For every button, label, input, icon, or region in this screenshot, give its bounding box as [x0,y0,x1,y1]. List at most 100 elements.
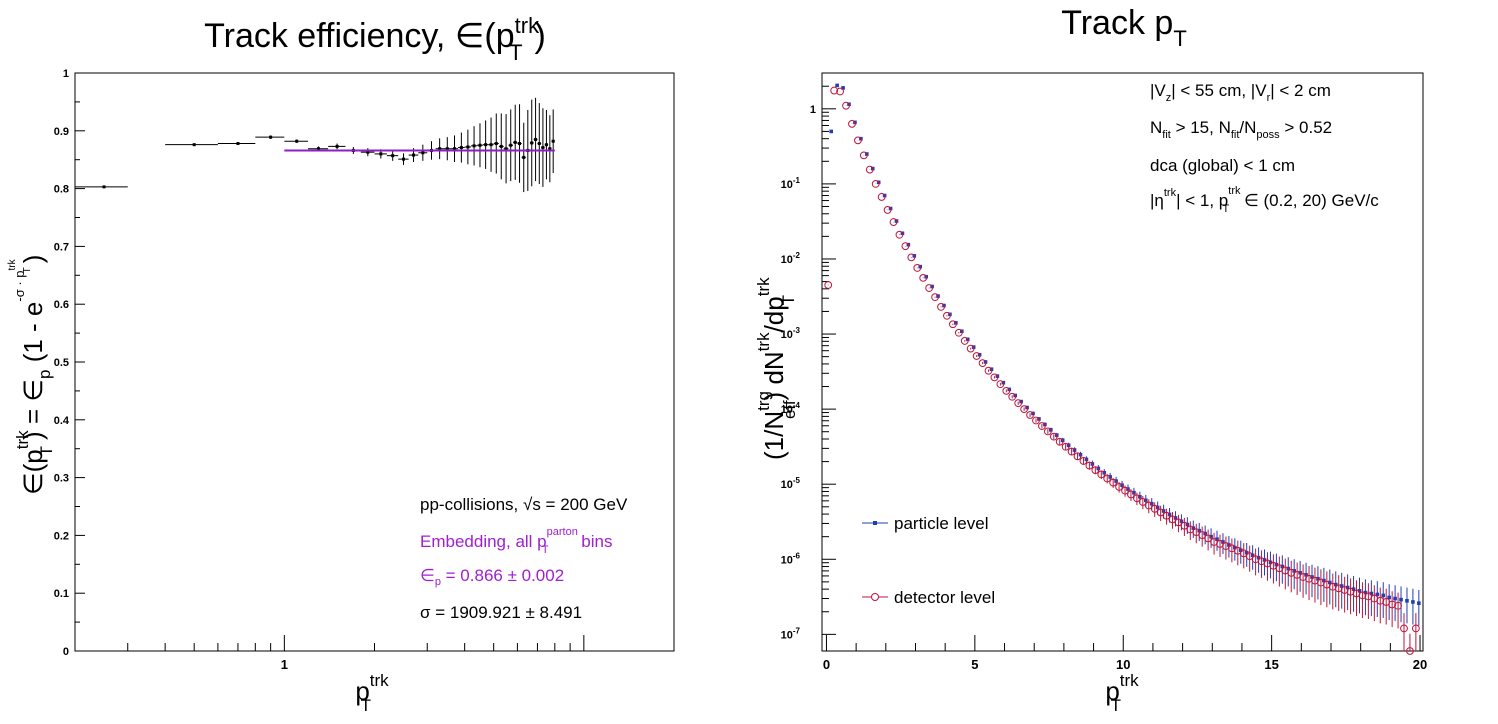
particle-level-point [841,86,845,90]
y-tick-label: 0.1 [54,588,69,600]
data-point [530,141,534,145]
data-point [548,147,552,151]
data-point [102,185,106,189]
detector-level-point [1115,483,1123,491]
detector-level-point [972,352,981,360]
detector-level-point [1358,591,1367,600]
detector-level-point [1079,457,1088,465]
detector-level-point [1091,466,1100,475]
detector-level-point [1168,515,1177,524]
x-tick-label: 10 [1116,657,1130,672]
cuts-annotation: |Vz| < 55 cm, |Vr| < 2 cm Nfit > 15, Nfi… [1150,81,1379,215]
data-point [472,144,476,148]
detector-level-point [830,86,839,95]
data-point [366,150,370,154]
detector-level-point [1150,504,1159,513]
detector-level-point [984,366,993,375]
particle-level-point [1369,591,1374,596]
detector-level-point [978,359,987,368]
data-point [534,137,538,141]
data-point [459,146,463,150]
annotation-eps: ∈p = 0.866 ± 0.002 [420,566,564,588]
detector-level-point [836,87,845,96]
efficiency-y-label: ∈(ptrkT) = ∈p (1 - e-σ · ptrk T) [7,255,56,495]
track-pt-title: Track pT [1061,4,1187,51]
x-tick-label: 5 [971,657,978,672]
detector-level-point [859,151,868,160]
detector-level-point [1032,416,1040,425]
track-pt-panel: Track pT 1 10-1 10-2 10-3 10-4 10-5 10-6 10-7 0… [754,4,1427,715]
detector-level-point [1376,596,1385,605]
annotation-embedding: Embedding, all pparton T bins [420,526,613,556]
detector-level-point [1067,447,1076,456]
detector-level-point [1061,442,1070,451]
detector-level-point [842,101,850,110]
data-point [509,143,513,147]
annotation-collisions: pp-collisions, √s = 200 GeV [420,495,628,514]
detector-level-point [1038,422,1046,430]
detector-level-point [919,273,928,282]
detector-level-point [1043,427,1052,436]
data-point [438,147,442,151]
detector-level-point [1073,452,1082,461]
detector-level-point [960,337,969,345]
data-point [316,147,320,151]
detector-level-point [1121,486,1129,495]
efficiency-annotations: pp-collisions, √s = 200 GeV Embedding, a… [420,495,628,622]
detector-level-point [824,281,833,289]
particle-level-point [1215,537,1219,542]
detector-level-point [854,136,862,145]
detector-level-point [1138,498,1147,506]
data-point [499,144,503,148]
efficiency-y-axis: 0 0.1 0.2 0.3 0.4 0.5 0.6 0.7 0.8 0.9 1 [54,68,85,658]
data-point [541,146,545,150]
detector-level-point [1055,437,1064,446]
detector-level-point [889,218,898,226]
y-tick-label: 0.2 [54,530,69,542]
detector-level-point [895,230,904,239]
detector-level-point [1400,624,1408,633]
y-tick-label: 10-2 [781,251,801,266]
data-point [494,142,498,146]
data-point [192,143,196,147]
legend-entry-particle: particle level [862,514,989,533]
track-pt-data [824,83,1421,655]
particle-level-point [1393,596,1397,601]
particle-level-point [1405,598,1409,603]
y-tick-label: 10-7 [781,626,801,641]
data-point [391,154,395,158]
detector-level-point [1204,534,1213,543]
data-point [478,143,482,147]
data-point [445,147,449,151]
particle-level-point [1363,590,1368,595]
particle-level-point [1375,592,1380,597]
particle-level-point [1411,600,1415,604]
detector-level-point [996,380,1005,389]
data-point [504,147,508,151]
detector-level-point [1174,518,1183,527]
detector-level-point [954,328,963,337]
particle-level-point [1399,597,1403,602]
y-tick-label: 10-6 [781,551,801,566]
detector-level-point [1180,521,1189,530]
detector-level-point [877,193,886,201]
cut-vertex: |Vz| < 55 cm, |Vr| < 2 cm [1150,81,1331,104]
legend-detector-label: detector level [894,588,995,607]
y-tick-label: 10-4 [781,401,801,416]
detector-level-point [1002,386,1011,395]
cut-dca: dca (global) < 1 cm [1150,156,1295,175]
detector-level-point [1020,405,1029,414]
data-point [269,135,273,139]
detector-level-point [1198,531,1207,539]
y-tick-label: 0.7 [54,241,69,253]
data-point [335,144,339,148]
particle-level-point [829,129,834,134]
efficiency-title: Track efficiency, ∈(ptrk T) [204,13,546,65]
particle-level-point [1417,601,1421,605]
x-tick-label: 1 [281,657,288,672]
data-point [379,152,383,156]
detector-level-point [1388,600,1397,609]
data-point [295,139,299,143]
